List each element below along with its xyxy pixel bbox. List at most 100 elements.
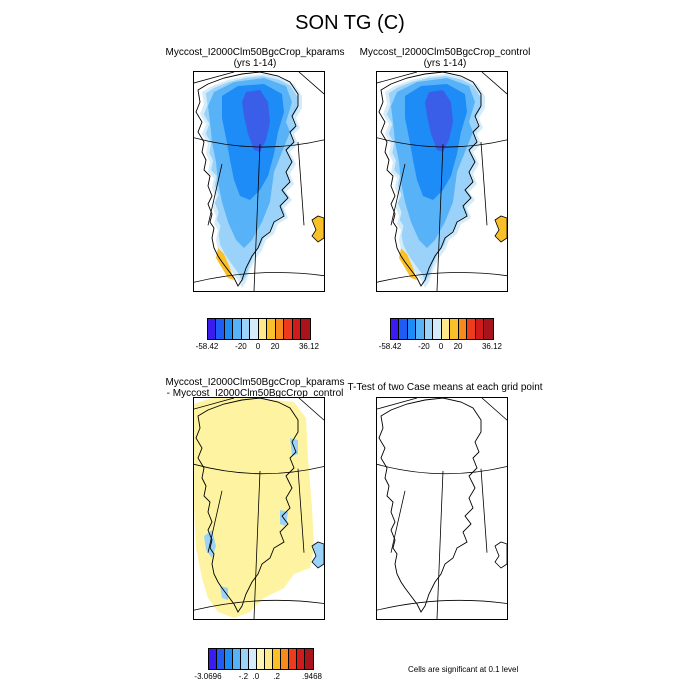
colorbar-swatch [250, 319, 259, 339]
colorbar-swatch [416, 319, 425, 339]
colorbar-label: -58.42 [378, 342, 402, 351]
warm-cells-east [312, 216, 324, 242]
longitude-line [194, 72, 235, 84]
colorbar-swatch [301, 319, 310, 339]
temp-zone-cold-core [425, 90, 453, 152]
latitude-line [377, 599, 507, 611]
longitude-line [207, 163, 223, 226]
colorbar-label: -3.0696 [194, 672, 222, 681]
longitude-line [298, 72, 324, 95]
colorbar-kparams-labels: -58.42 -20 0 20 36.12 [196, 342, 319, 352]
latitude-line [194, 272, 324, 283]
colorbar-swatch [475, 319, 485, 339]
significance-note: Cells are significant at 0.1 level [408, 665, 519, 674]
colorbar-label: -20 [418, 342, 430, 351]
colorbar-label: .0 [252, 672, 260, 681]
latitude-line [377, 137, 507, 148]
coastline-island [494, 215, 507, 243]
colorbar-label: 20 [453, 342, 463, 351]
longitude-line [377, 398, 418, 410]
longitude-line [194, 398, 235, 410]
map-panel-diff [193, 397, 325, 620]
colorbar-control-labels: -58.42 -20 0 20 36.12 [379, 342, 502, 352]
colorbar-label: -58.42 [195, 342, 219, 351]
panel-title-control-name: Myccost_I2000Clm50BgcCrop_control [359, 47, 531, 58]
panel-title-diff-line1: Myccost_I2000Clm50BgcCrop_kparams [165, 377, 345, 388]
colorbar-swatch [450, 319, 459, 339]
colorbar-swatch [399, 319, 408, 339]
longitude-line [298, 398, 324, 421]
map-panel-kparams [193, 71, 325, 292]
longitude-line [480, 142, 488, 226]
longitude-line [390, 490, 406, 553]
colorbar-diff [208, 648, 314, 670]
latitude-line [194, 137, 324, 148]
longitude-line [436, 470, 444, 619]
graticule [194, 398, 324, 619]
warm-cells-east [495, 216, 507, 242]
map-control [377, 72, 507, 291]
colorbar-label: 36.12 [481, 342, 503, 351]
diff-yellow-region [194, 398, 314, 618]
colorbar-kparams [207, 318, 311, 340]
figure-title: SON TG (C) [295, 12, 405, 34]
longitude-line [297, 142, 305, 226]
colorbar-swatch [281, 649, 289, 669]
colorbar-swatch [297, 649, 305, 669]
colorbar-swatch [267, 319, 276, 339]
colorbar-control [390, 318, 494, 340]
colorbar-swatch [233, 649, 241, 669]
colorbar-swatch [292, 319, 302, 339]
map-kparams [194, 72, 324, 291]
longitude-line [436, 144, 444, 291]
colorbar-swatch [241, 319, 251, 339]
coastline-island [311, 541, 324, 569]
panel-subtitle-control: (yrs 1-14) [423, 58, 467, 69]
panel-subtitle-kparams: (yrs 1-14) [233, 58, 277, 69]
colorbar-swatch [484, 319, 493, 339]
colorbar-label: 0 [255, 342, 261, 351]
colorbar-swatch [265, 649, 273, 669]
colorbar-swatch [241, 649, 249, 669]
colorbar-label: 36.12 [298, 342, 320, 351]
coastline-island [494, 541, 507, 569]
longitude-line [481, 398, 507, 421]
colorbar-label: 20 [270, 342, 280, 351]
colorbar-swatch [217, 649, 225, 669]
colorbar-swatch [225, 649, 233, 669]
colorbar-swatch [208, 319, 217, 339]
colorbar-swatch [257, 649, 265, 669]
colorbar-label: -.2 [238, 672, 249, 681]
longitude-line [253, 144, 261, 291]
temp-zone-cold-core [242, 90, 270, 152]
colorbar-diff-labels: -3.0696 -.2.0 .2 .9468 [194, 672, 322, 682]
diff-blue-island [312, 542, 324, 568]
colorbar-swatch [424, 319, 434, 339]
longitude-line [207, 490, 223, 553]
longitude-line [297, 468, 305, 553]
longitude-line [390, 163, 406, 226]
colorbar-swatch [305, 649, 313, 669]
latitude-line [377, 463, 507, 475]
map-panel-control [376, 71, 508, 292]
colorbar-label: .2 [273, 672, 280, 681]
colorbar-swatch [467, 319, 476, 339]
panel-title-diff-line2: - Myccost_I2000Clm50BgcCrop_control [166, 388, 344, 399]
colorbar-swatch [441, 319, 451, 339]
colorbar-label: -20 [235, 342, 247, 351]
coastline [195, 398, 299, 613]
latitude-line [377, 272, 507, 283]
longitude-line [253, 470, 261, 619]
colorbar-swatch [273, 649, 281, 669]
colorbar-swatch [249, 649, 257, 669]
colorbar-swatch [458, 319, 468, 339]
panel-title-kparams-name: Myccost_I2000Clm50BgcCrop_kparams [165, 47, 345, 58]
colorbar-swatch [289, 649, 297, 669]
longitude-line [377, 72, 418, 84]
map-diff [194, 398, 324, 619]
colorbar-label: .9468 [301, 672, 323, 681]
panel-title-kparams: Myccost_I2000Clm50BgcCrop_kparams (yrs 1… [150, 47, 360, 69]
graticule [377, 398, 507, 619]
coastline [378, 398, 482, 613]
colorbar-swatch [284, 319, 293, 339]
